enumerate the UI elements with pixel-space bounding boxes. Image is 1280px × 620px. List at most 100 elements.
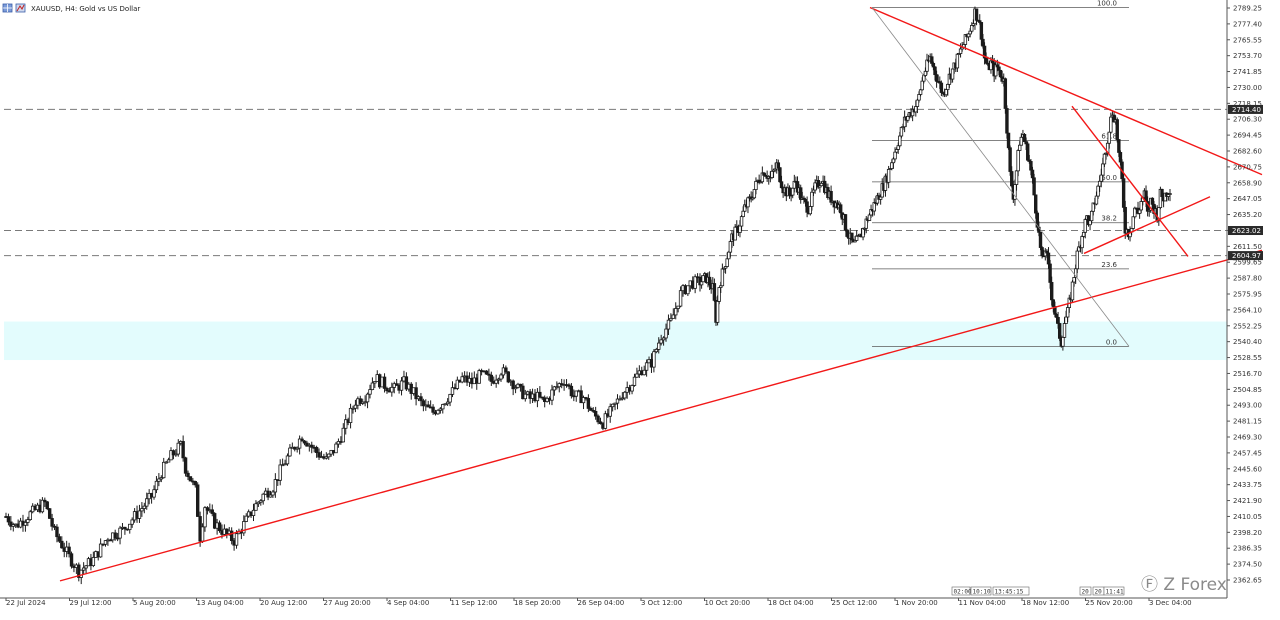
- candle: [487, 368, 491, 381]
- candle-body: [915, 99, 920, 107]
- candle-body: [382, 376, 387, 389]
- candle-body: [574, 390, 578, 397]
- candle-body: [431, 406, 435, 413]
- chart-type-icon-line: [16, 4, 25, 12]
- candle: [288, 444, 292, 457]
- time-marker-label: 10:10: [973, 589, 991, 596]
- candle: [630, 384, 634, 395]
- candle-body: [268, 494, 273, 498]
- candle-body: [283, 463, 287, 466]
- candle: [910, 105, 915, 122]
- candle: [28, 509, 32, 521]
- candle-body: [886, 168, 891, 183]
- candle: [283, 459, 287, 466]
- candle-body: [183, 457, 188, 474]
- candle-body: [351, 407, 355, 410]
- x-tick-label: 22 Jul 2024: [6, 599, 46, 607]
- y-tick-label: 2564.10: [1233, 306, 1262, 314]
- candle: [644, 359, 649, 377]
- candle-body: [445, 401, 450, 405]
- candle: [169, 447, 173, 461]
- candle-body: [212, 513, 217, 529]
- candle-body: [958, 48, 963, 54]
- long-support-line[interactable]: [59, 249, 1263, 582]
- candle-body: [1117, 139, 1121, 153]
- triangle-lower-line[interactable]: [1083, 196, 1211, 255]
- candle: [559, 378, 564, 389]
- candle: [419, 392, 423, 407]
- candle-body: [373, 381, 377, 384]
- time-marker-label: 20: [1082, 589, 1090, 596]
- fibonacci-layer: 100.061.850.038.223.60.0: [872, 0, 1129, 347]
- candle-body: [586, 398, 591, 409]
- candle: [499, 372, 503, 382]
- price-tag-bg: [1228, 104, 1263, 114]
- fib-diagonal-line[interactable]: [871, 7, 1130, 347]
- candle: [217, 520, 222, 533]
- candle-body: [979, 22, 984, 40]
- price-tag-label: 2714.40: [1232, 106, 1261, 114]
- y-tick-label: 2730.00: [1233, 84, 1262, 92]
- candle: [666, 314, 671, 336]
- candle-body: [171, 450, 176, 456]
- candle: [598, 417, 603, 425]
- candle: [254, 500, 258, 511]
- candle-body: [23, 522, 28, 526]
- candle-body: [259, 500, 263, 503]
- candle: [717, 286, 721, 305]
- candle-body: [448, 393, 452, 403]
- candle-body: [1065, 307, 1070, 318]
- y-tick-label: 2694.45: [1233, 132, 1262, 140]
- candle: [535, 388, 540, 408]
- candle: [98, 538, 103, 558]
- candle-body: [188, 476, 193, 482]
- candle: [60, 536, 64, 549]
- price-tag: 2714.40: [1228, 104, 1263, 114]
- candle: [511, 379, 515, 396]
- x-tick-label: 5 Aug 20:00: [133, 599, 176, 607]
- candle-body: [1150, 197, 1155, 205]
- candle-body: [443, 403, 447, 406]
- candle-body: [701, 275, 705, 283]
- candle-body: [1010, 171, 1014, 187]
- candle: [569, 383, 574, 399]
- candle-body: [746, 197, 750, 208]
- candle-body: [699, 281, 704, 286]
- candle-body: [162, 461, 166, 479]
- candle: [358, 395, 362, 406]
- candle-body: [1094, 195, 1099, 205]
- candle: [902, 110, 907, 133]
- candle-body: [1005, 108, 1009, 134]
- candle: [113, 529, 117, 541]
- candle: [205, 506, 210, 515]
- candle: [799, 184, 803, 204]
- candle-body: [615, 398, 620, 404]
- candle-body: [504, 367, 508, 373]
- candle: [84, 564, 88, 574]
- candle-body: [1088, 220, 1092, 226]
- triangle-inner-down-line[interactable]: [1071, 105, 1189, 257]
- chart-type-icon[interactable]: [15, 3, 26, 13]
- triangle-upper-line[interactable]: [869, 6, 1263, 176]
- candle-body: [69, 553, 74, 567]
- candle-body: [1030, 169, 1035, 179]
- candle-body: [1008, 147, 1012, 172]
- time-marker: 02:00: [951, 586, 972, 596]
- candle-body: [933, 66, 937, 76]
- candle-body: [11, 524, 15, 527]
- candle-body: [805, 201, 809, 213]
- candle: [654, 347, 659, 354]
- candle: [642, 365, 646, 376]
- candle: [557, 382, 561, 393]
- candle-body: [589, 408, 593, 411]
- candle-body: [137, 510, 142, 519]
- candle-body: [931, 62, 936, 68]
- candle-body: [1168, 193, 1172, 195]
- candle: [317, 448, 321, 461]
- candle-body: [569, 385, 574, 397]
- candle-body: [930, 56, 934, 64]
- candle-body: [894, 149, 899, 153]
- candle-body: [1072, 276, 1076, 283]
